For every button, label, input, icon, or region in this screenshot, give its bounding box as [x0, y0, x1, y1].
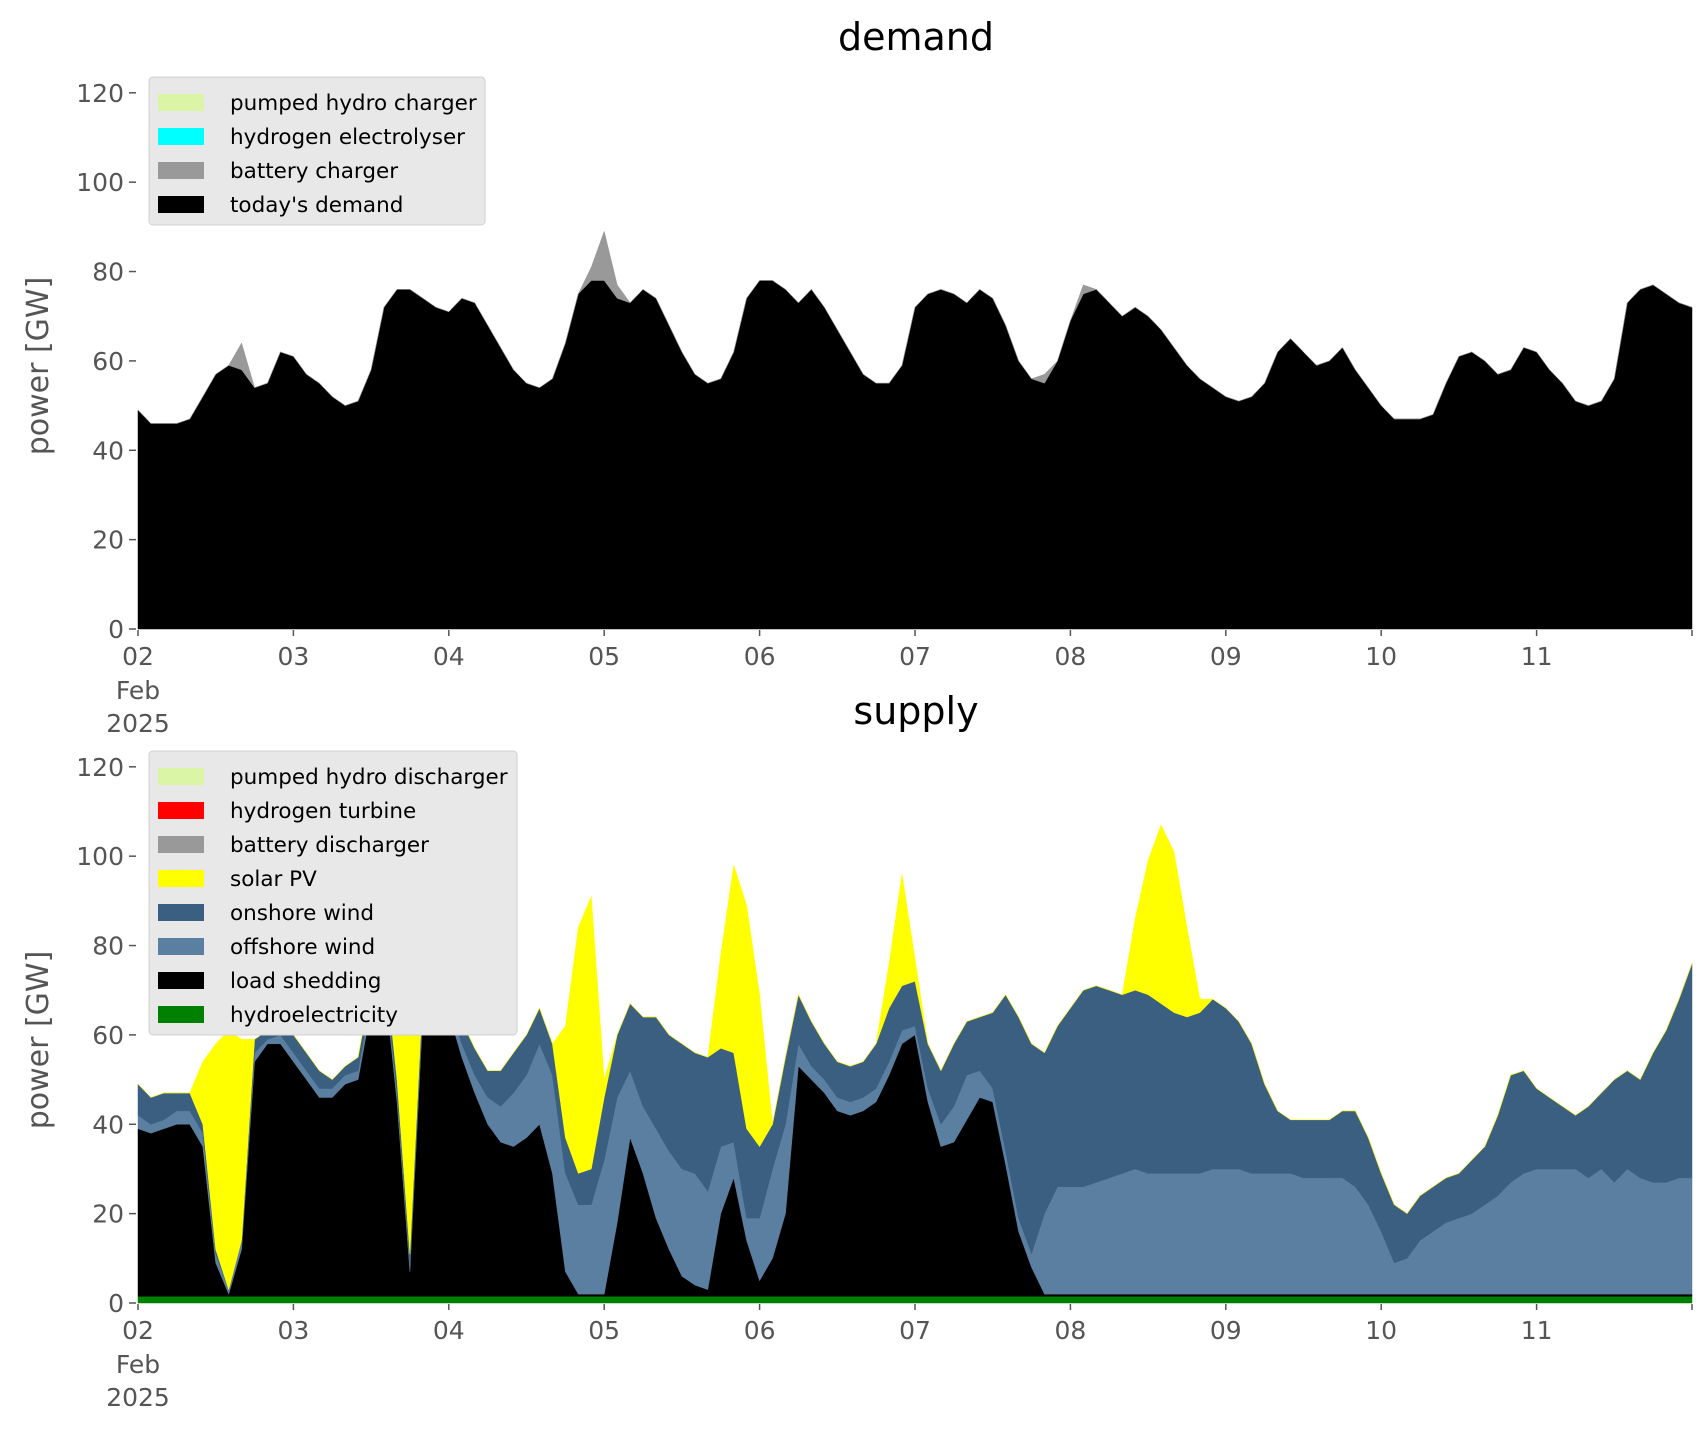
x-tick-label: 03 — [277, 642, 309, 671]
legend-frame — [148, 76, 486, 226]
x-tick-label: 09 — [1210, 642, 1242, 671]
demand-chart: demand power [GW] 0 20 40 60 80 100 120 02 Feb 20… — [21, 15, 1693, 738]
x-tick-label: 05 — [588, 642, 620, 671]
y-tick-label: 100 — [76, 842, 124, 871]
x-tick-label: 06 — [744, 642, 776, 671]
series-layer — [137, 824, 1693, 1304]
x-tick-label: 02 — [122, 1316, 154, 1345]
legend-swatch-hydrogen-turbine — [158, 802, 204, 819]
x-tick-sublabel: 2025 — [106, 1383, 170, 1412]
y-tick-label: 0 — [108, 615, 124, 644]
x-tick-label: 03 — [277, 1316, 309, 1345]
area-hydroelectricity — [137, 1296, 1693, 1304]
y-tick-label: 60 — [92, 347, 124, 376]
y-tick-label: 20 — [92, 526, 124, 555]
axes-layer: 0 20 40 60 80 100 120 02 Feb 2025 03 04 05 06 07 08 09 10… — [76, 79, 1693, 738]
y-tick-label: 40 — [92, 436, 124, 465]
y-tick-label: 0 — [108, 1289, 124, 1318]
x-tick-label: 10 — [1365, 642, 1397, 671]
x-tick-label: 08 — [1054, 1316, 1086, 1345]
axes-layer: 0 20 40 60 80 100 120 02 Feb 2025 03 04 05 06 07 08 09 10… — [76, 753, 1693, 1412]
series-layer — [137, 230, 1693, 630]
legend-swatch-battery-charger — [158, 162, 204, 179]
chart-title: supply — [853, 689, 978, 733]
legend-swatch-hydroelectricity — [158, 1006, 204, 1023]
x-tick-label: 06 — [744, 1316, 776, 1345]
y-tick-label: 120 — [76, 79, 124, 108]
x-tick-sublabel: 2025 — [106, 709, 170, 738]
y-tick-label: 20 — [92, 1200, 124, 1229]
legend: pumped hydro charger hydrogen electrolyse… — [148, 76, 486, 226]
x-tick-label: 08 — [1054, 642, 1086, 671]
y-axis-label: power [GW] — [21, 277, 56, 456]
y-axis-label: power [GW] — [21, 951, 56, 1130]
legend-swatch-pumped-hydro-discharger — [158, 768, 204, 785]
legend-swatch-onshore-wind — [158, 904, 204, 921]
y-tick-label: 40 — [92, 1110, 124, 1139]
legend-label-hydroelectricity: hydroelectricity — [230, 1003, 398, 1028]
legend-label-battery-discharger: battery discharger — [230, 833, 429, 858]
legend-label-pumped-hydro-charger: pumped hydro charger — [230, 91, 477, 116]
supply-chart: supply power [GW] 0 20 40 60 80 100 120 02 Feb 20… — [21, 689, 1693, 1412]
legend-label-today-s-demand: today's demand — [230, 193, 403, 218]
legend-swatch-pumped-hydro-charger — [158, 94, 204, 111]
legend-swatch-load-shedding — [158, 972, 204, 989]
legend-label-battery-charger: battery charger — [230, 159, 398, 184]
legend-label-pumped-hydro-discharger: pumped hydro discharger — [230, 765, 508, 790]
legend-label-load-shedding: load shedding — [230, 969, 381, 994]
x-tick-label: 07 — [899, 642, 931, 671]
legend-label-onshore-wind: onshore wind — [230, 901, 374, 926]
legend-frame — [148, 750, 518, 1036]
legend-swatch-today-s-demand — [158, 196, 204, 213]
x-tick-label: 07 — [899, 1316, 931, 1345]
x-tick-label: 11 — [1521, 642, 1553, 671]
y-tick-label: 80 — [92, 932, 124, 961]
x-tick-sublabel: Feb — [116, 676, 160, 705]
x-tick-label: 11 — [1521, 1316, 1553, 1345]
legend-swatch-battery-discharger — [158, 836, 204, 853]
y-tick-label: 60 — [92, 1021, 124, 1050]
x-tick-label: 10 — [1365, 1316, 1397, 1345]
x-tick-label: 09 — [1210, 1316, 1242, 1345]
x-tick-label: 04 — [433, 642, 465, 671]
chart-title: demand — [838, 15, 994, 59]
legend-label-offshore-wind: offshore wind — [230, 935, 375, 960]
y-tick-label: 120 — [76, 753, 124, 782]
x-tick-label: 05 — [588, 1316, 620, 1345]
legend: pumped hydro discharger hydrogen turbine b… — [148, 750, 518, 1036]
legend-swatch-hydrogen-electrolyser — [158, 128, 204, 145]
y-tick-label: 100 — [76, 168, 124, 197]
x-tick-sublabel: Feb — [116, 1350, 160, 1379]
legend-swatch-solar-pv — [158, 870, 204, 887]
legend-swatch-offshore-wind — [158, 938, 204, 955]
legend-label-hydrogen-turbine: hydrogen turbine — [230, 799, 416, 824]
y-tick-label: 80 — [92, 258, 124, 287]
x-tick-label: 02 — [122, 642, 154, 671]
legend-label-solar-pv: solar PV — [230, 867, 317, 892]
x-tick-label: 04 — [433, 1316, 465, 1345]
legend-label-hydrogen-electrolyser: hydrogen electrolyser — [230, 125, 465, 150]
